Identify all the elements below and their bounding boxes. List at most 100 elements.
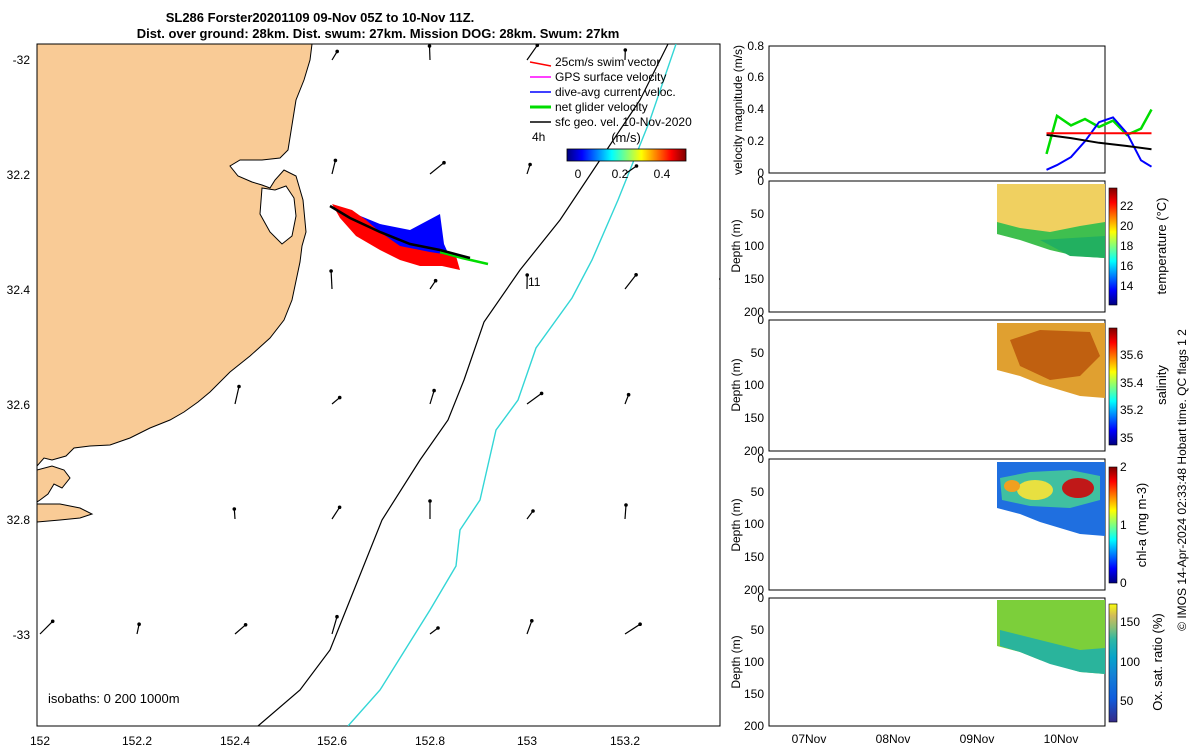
velocity-ytick: 0.2 [747,134,764,148]
oxygen-cblabel: Ox. sat. ratio (%) [1150,613,1165,711]
glider-track [329,204,471,260]
credit-text: © IMOS 14-Apr-2024 02:33:48 Hobart time.… [1175,329,1189,631]
velocity-ytick: 0.6 [747,70,764,84]
lon-tick: 152.8 [415,734,445,748]
salinity-colorbar [1108,327,1118,446]
temperature-ytick: 100 [744,239,764,253]
geo-velocity-arrow [624,274,637,290]
map-panel: 4h 11 isobaths: 0 200 1000m 25cm/s swim … [7,43,726,748]
legend-item-swim-vector: 25cm/s swim vector [529,55,660,69]
salinity-ytick: 50 [751,346,765,360]
geo-velocity-arrow [330,270,333,290]
salinity-ytick: 200 [744,444,764,458]
velocity-lines [1045,108,1153,171]
chla-ytick: 100 [744,517,764,531]
geo-velocity-arrowhead [337,505,342,510]
geo-velocity-arrow [719,632,720,634]
geo-velocity-arrowhead [722,623,726,627]
swim-vector-swath [332,204,460,270]
time-tick: 10Nov [1044,732,1079,746]
lon-tick: 153.2 [610,734,640,748]
geo-velocity-arrowhead [634,164,639,168]
geo-velocity-arrowhead [442,160,446,165]
colorbar-tick-2: 0.4 [654,167,671,181]
geo-velocity-arrowhead [432,388,436,393]
geo-velocity-arrow [624,165,637,175]
geo-velocity-arrowhead [535,44,540,48]
temperature-cbtick: 18 [1120,239,1134,253]
temperature-ylabel: Depth (m) [729,219,743,272]
colorbar-tick-0: 0 [575,167,582,181]
land-mass [37,44,313,467]
chla-cbtick: 1 [1120,518,1127,532]
chla-ytick: 0 [757,452,764,466]
time-axis: 07Nov 08Nov 09Nov 10Nov [792,732,1079,746]
geo-velocity-arrow [234,386,240,405]
legend-label-swim: 25cm/s swim vector [555,55,660,69]
geo-velocity-arrowhead [243,623,248,627]
geo-velocity-arrow [331,616,338,635]
geo-velocity-arrow [429,162,445,175]
legend-item-dive-avg: dive-avg current veloc. [530,85,676,99]
time-tick: 07Nov [792,732,827,746]
chla-ytick: 50 [751,485,765,499]
colorbar-tick-1: 0.2 [612,167,629,181]
oxygen-ylabel: Depth (m) [729,635,743,688]
title-line-2: Dist. over ground: 28km. Dist. swum: 27k… [137,26,620,41]
temperature-cbtick: 20 [1120,219,1134,233]
geo-velocity-arrowhead [335,614,339,619]
temperature-ytick: 200 [744,305,764,319]
temperature-cblabel: temperature (°C) [1154,198,1169,295]
temperature-cbtick: 14 [1120,279,1134,293]
lat-tick: -33 [13,628,31,642]
salinity-cblabel: salinity [1154,365,1169,405]
lon-tick: 152.4 [220,734,250,748]
colorbar-title: (m/s) [611,130,641,145]
geo-velocity-arrow [624,504,627,520]
geo-velocity-arrowhead [539,391,544,396]
salinity-section-core [1010,330,1100,380]
geo-velocity-arrowhead [329,269,333,273]
chla-patch [1062,478,1094,498]
geo-velocity-arrow [331,506,341,520]
geo-velocity-arrowhead [436,626,440,630]
geo-velocity-arrow [428,45,431,61]
oxygen-cbtick: 50 [1120,694,1134,708]
chla-cbtick: 2 [1120,460,1127,474]
salinity-panel: 35.6 35.4 35.2 35 salinity Depth (m) 0 5… [729,313,1169,458]
geo-velocity-arrowhead [719,277,720,281]
geo-velocity-arrowhead [137,622,141,626]
geo-velocity-arrowhead [335,49,340,54]
lat-tick: 32.4 [7,283,31,297]
salinity-cbtick: 35.6 [1120,348,1144,362]
velocity-panel: velocity magnitude (m/s) 0 0.2 0.4 0.6 0… [731,39,1153,180]
geo-velocity-arrowhead [337,395,342,400]
velocity-ytick: 0 [757,166,764,180]
salinity-ytick: 150 [744,411,764,425]
time-label-4h: 4h [532,130,545,144]
temperature-cbtick: 22 [1120,199,1134,213]
isobath-1000m [347,44,677,726]
geo-velocity-arrowhead [530,619,534,623]
geo-velocity-arrow [234,624,246,635]
geo-velocity-arrow [526,620,533,635]
lon-tick: 153 [517,734,537,748]
geo-velocity-arrow [624,623,641,635]
geo-velocity-arrowhead [528,162,532,167]
temperature-ytick: 150 [744,272,764,286]
temperature-ytick: 0 [757,174,764,188]
oxygen-ytick: 100 [744,655,764,669]
temperature-panel: 22 20 18 16 14 temperature (°C) Depth (m… [729,174,1169,319]
chla-cbtick: 0 [1120,576,1127,590]
velocity-series-0 [1045,108,1153,155]
legend-label-net: net glider velocity [555,100,648,114]
salinity-cbtick: 35.2 [1120,403,1144,417]
velocity-ylabel: velocity magnitude (m/s) [731,45,745,175]
geo-velocity-arrowhead [50,619,55,624]
oxygen-cbtick: 150 [1120,615,1140,629]
velocity-frame [768,45,1106,174]
map-lat-ticks: -32 32.2 32.4 32.6 32.8 -33 [7,53,31,642]
legend-item-sfc-geo: sfc geo. vel. 10-Nov-2020 [530,115,692,129]
salinity-cbtick: 35 [1120,431,1134,445]
geo-velocity-arrowhead [433,278,438,283]
